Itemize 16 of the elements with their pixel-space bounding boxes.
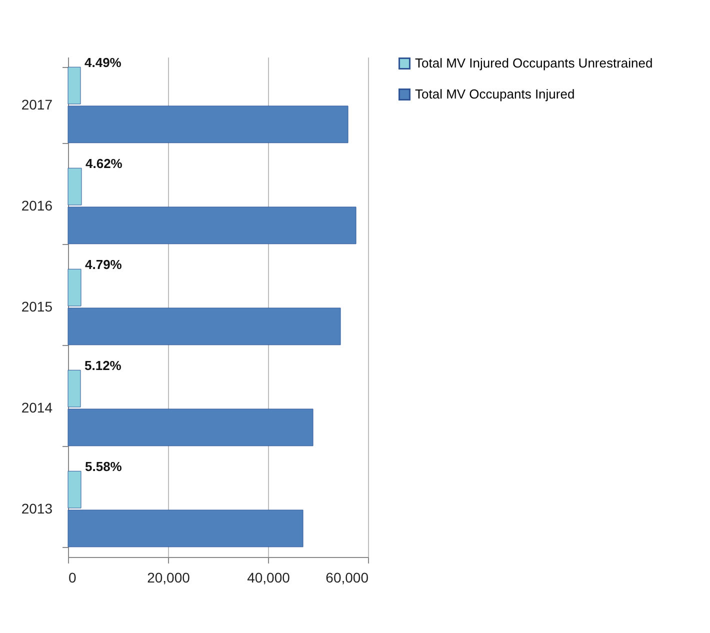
y-tick-label: 2016 <box>21 197 53 214</box>
y-tick-label: 2013 <box>21 500 53 517</box>
x-tick-label: 20,000 <box>147 570 190 586</box>
annotation: 4.62% <box>86 156 123 172</box>
x-tick-label: 0 <box>68 570 76 586</box>
y-tick-label: 2017 <box>21 96 53 112</box>
y-tick-label: 2014 <box>21 400 53 416</box>
annotation: 5.58% <box>85 459 122 474</box>
legend-label: Total MV Occupants Injured <box>415 86 575 102</box>
legend-label: Total MV Injured Occupants Unrestrained <box>415 56 653 70</box>
annotation: 4.79% <box>85 257 122 272</box>
y-tick-label: 2015 <box>21 298 53 314</box>
annotation: 4.49% <box>84 55 122 70</box>
x-tick-label: 40,000 <box>247 570 290 586</box>
annotation: 5.12% <box>84 358 122 374</box>
x-tick-label: 60,000 <box>326 570 369 586</box>
